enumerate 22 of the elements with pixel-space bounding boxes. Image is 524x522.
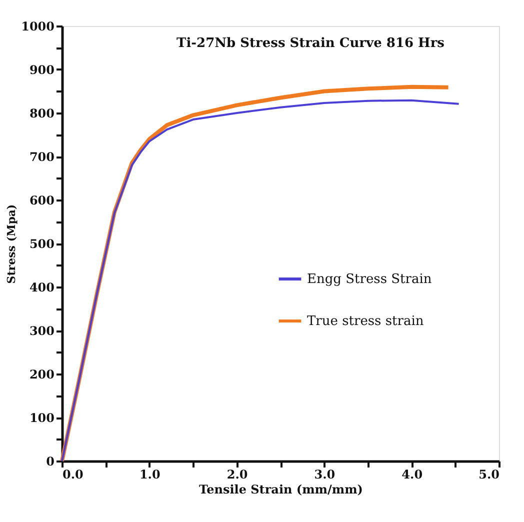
y-tick-label: 100 [29, 411, 54, 425]
y-tick-label: 900 [29, 63, 54, 77]
y-tick-label: 800 [29, 106, 54, 120]
x-axis-title: Tensile Strain (mm/mm) [199, 482, 363, 496]
x-tick-label: 0.0 [62, 468, 84, 482]
legend-label: True stress strain [307, 314, 424, 329]
y-tick-label: 400 [29, 280, 54, 294]
y-tick-label: 200 [29, 368, 54, 382]
y-axis-title: Stress (Mpa) [5, 204, 18, 284]
y-tick-label: 1000 [21, 20, 54, 34]
y-tick-label: 700 [29, 150, 54, 164]
y-tick-label: 300 [29, 324, 54, 338]
y-tick-label: 0 [46, 454, 54, 468]
x-tick-label: 4.0 [402, 468, 423, 482]
x-tick-label: 2.0 [226, 468, 248, 482]
y-tick-label: 500 [29, 237, 54, 251]
text: Ti-27Nb Stress Strain Curve 816 Hrs [176, 36, 444, 51]
x-tick-label: 1.0 [139, 468, 160, 482]
legend-label: Engg Stress Strain [307, 272, 432, 287]
x-tick-label: 3.0 [314, 468, 336, 482]
x-tick-label: 5.0 [478, 468, 500, 482]
y-tick-label: 600 [29, 194, 54, 208]
